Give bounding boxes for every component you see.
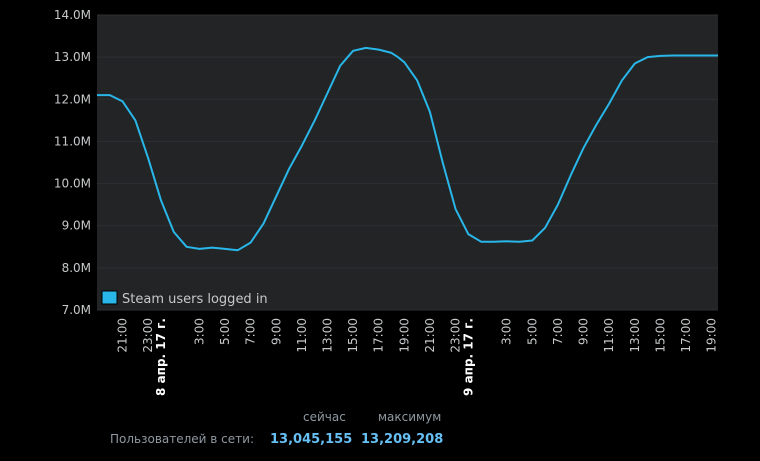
x-tick-label: 13:00 — [320, 318, 334, 353]
x-tick-label: 8 апр. 17 г. — [154, 318, 168, 396]
x-tick-label: 15:00 — [653, 318, 667, 353]
y-tick-label: 12.0M — [54, 92, 91, 106]
x-tick-label: 11:00 — [602, 318, 616, 353]
users-online-label: Пользователей в сети: — [110, 432, 254, 446]
plot-area — [97, 15, 718, 310]
x-tick-label: 19:00 — [397, 318, 411, 353]
y-tick-label: 11.0M — [54, 134, 91, 148]
x-tick-label: 21:00 — [423, 318, 437, 353]
legend-label: Steam users logged in — [122, 292, 268, 307]
x-tick-label: 23:00 — [449, 318, 463, 353]
chart-svg: 7.0M 8.0M 9.0M 10.0M 11.0M 12.0M 13.0M 14.0M 21:… — [54, 8, 719, 396]
y-tick-label: 9.0M — [62, 219, 91, 233]
x-tick-label: 17:00 — [679, 318, 693, 353]
x-tick-label: 7:00 — [244, 318, 258, 345]
x-tick-label: 23:00 — [141, 318, 155, 353]
x-tick-label: 21:00 — [116, 318, 130, 353]
x-tick-label: 3:00 — [192, 318, 206, 345]
now-header: сейчас — [303, 410, 346, 424]
legend-swatch — [101, 290, 118, 305]
x-tick-label: 5:00 — [218, 318, 232, 345]
y-tick-label: 10.0M — [54, 177, 91, 191]
stats-panel: сейчас максимум Пользователей в сети: 13… — [0, 402, 760, 461]
x-tick-label: 9:00 — [269, 318, 283, 345]
x-tick-label: 7:00 — [551, 318, 565, 345]
y-tick-label: 13.0M — [54, 50, 91, 64]
x-tick-label: 11:00 — [295, 318, 309, 353]
max-header: максимум — [378, 410, 442, 424]
x-tick-label: 5:00 — [525, 318, 539, 345]
x-tick-label: 9 апр. 17 г. — [461, 318, 475, 396]
series-line — [97, 46, 718, 252]
y-tick-label: 8.0M — [62, 261, 91, 275]
y-tick-label: 14.0M — [54, 8, 91, 22]
x-tick-label: 19:00 — [705, 318, 719, 353]
y-tick-label: 7.0M — [62, 303, 91, 317]
x-tick-label: 9:00 — [577, 318, 591, 345]
max-value: 13,209,208 — [361, 432, 444, 447]
now-value: 13,045,155 — [270, 432, 353, 447]
steam-users-chart: 7.0M 8.0M 9.0M 10.0M 11.0M 12.0M 13.0M 14.0M 21:… — [54, 8, 719, 396]
x-tick-label: 3:00 — [500, 318, 514, 345]
x-tick-label: 13:00 — [628, 318, 642, 353]
x-tick-label: 17:00 — [372, 318, 386, 353]
x-tick-label: 15:00 — [346, 318, 360, 353]
